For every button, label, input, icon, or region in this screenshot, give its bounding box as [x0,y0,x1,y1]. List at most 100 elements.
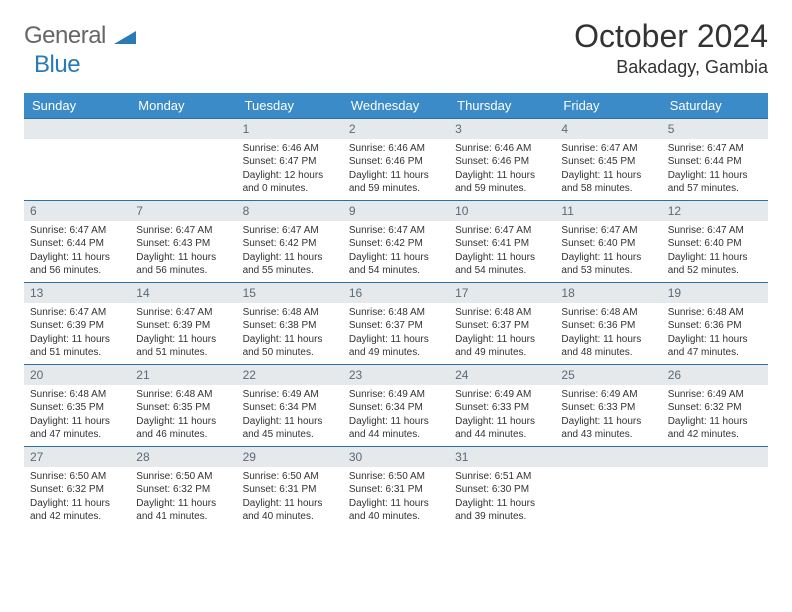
logo: General Blue [24,22,136,79]
day-line: Daylight: 11 hours [561,251,655,265]
day-line: and 50 minutes. [243,346,337,360]
day-content: Sunrise: 6:47 AMSunset: 6:40 PMDaylight:… [662,221,768,281]
day-line: Sunset: 6:37 PM [349,319,443,333]
day-number: 23 [343,365,449,385]
day-header: Tuesday [237,93,343,119]
day-line: and 46 minutes. [136,428,230,442]
day-number [130,119,236,139]
day-line: and 49 minutes. [455,346,549,360]
day-header: Wednesday [343,93,449,119]
calendar-cell: 11Sunrise: 6:47 AMSunset: 6:40 PMDayligh… [555,200,661,282]
day-line: Sunrise: 6:47 AM [136,224,230,238]
calendar-cell [24,118,130,200]
day-line: and 42 minutes. [30,510,124,524]
day-line: Daylight: 11 hours [136,251,230,265]
day-number: 19 [662,283,768,303]
day-line: Sunrise: 6:50 AM [30,470,124,484]
day-line: Sunset: 6:32 PM [668,401,762,415]
day-line: Daylight: 11 hours [668,415,762,429]
day-line: Sunset: 6:36 PM [668,319,762,333]
day-line: Sunset: 6:35 PM [136,401,230,415]
day-line: and 44 minutes. [349,428,443,442]
calendar-cell: 30Sunrise: 6:50 AMSunset: 6:31 PMDayligh… [343,446,449,528]
day-header-row: Sunday Monday Tuesday Wednesday Thursday… [24,93,768,119]
day-content: Sunrise: 6:47 AMSunset: 6:45 PMDaylight:… [555,139,661,199]
day-line: Sunrise: 6:48 AM [455,306,549,320]
day-content [555,467,661,473]
calendar-row: 6Sunrise: 6:47 AMSunset: 6:44 PMDaylight… [24,200,768,282]
day-line: Sunrise: 6:46 AM [243,142,337,156]
day-line: Sunset: 6:47 PM [243,155,337,169]
day-line: Sunrise: 6:47 AM [243,224,337,238]
day-line: Sunset: 6:43 PM [136,237,230,251]
day-line: Sunrise: 6:49 AM [668,388,762,402]
title-block: October 2024 Bakadagy, Gambia [574,18,768,78]
day-line: and 43 minutes. [561,428,655,442]
day-line: Sunrise: 6:47 AM [349,224,443,238]
day-line: Sunrise: 6:49 AM [243,388,337,402]
day-line: Sunrise: 6:48 AM [561,306,655,320]
day-line: Sunset: 6:31 PM [349,483,443,497]
day-line: Sunrise: 6:47 AM [30,224,124,238]
day-line: Sunrise: 6:47 AM [30,306,124,320]
calendar-cell: 29Sunrise: 6:50 AMSunset: 6:31 PMDayligh… [237,446,343,528]
day-number: 14 [130,283,236,303]
day-line: Sunrise: 6:48 AM [30,388,124,402]
day-line: Daylight: 11 hours [455,497,549,511]
day-line: and 53 minutes. [561,264,655,278]
day-line: Sunrise: 6:46 AM [349,142,443,156]
day-number: 29 [237,447,343,467]
day-content: Sunrise: 6:47 AMSunset: 6:42 PMDaylight:… [237,221,343,281]
calendar-cell [130,118,236,200]
day-line: and 58 minutes. [561,182,655,196]
calendar-cell: 27Sunrise: 6:50 AMSunset: 6:32 PMDayligh… [24,446,130,528]
day-line: Daylight: 11 hours [455,415,549,429]
day-line: and 54 minutes. [455,264,549,278]
calendar-cell [555,446,661,528]
calendar-cell: 13Sunrise: 6:47 AMSunset: 6:39 PMDayligh… [24,282,130,364]
day-line: Sunset: 6:39 PM [136,319,230,333]
day-line: Sunset: 6:34 PM [243,401,337,415]
day-line: and 55 minutes. [243,264,337,278]
day-line: Daylight: 11 hours [668,333,762,347]
day-line: Sunset: 6:45 PM [561,155,655,169]
day-line: Sunset: 6:35 PM [30,401,124,415]
calendar-cell: 24Sunrise: 6:49 AMSunset: 6:33 PMDayligh… [449,364,555,446]
day-header: Friday [555,93,661,119]
day-number: 3 [449,119,555,139]
day-line: Sunrise: 6:49 AM [561,388,655,402]
calendar-cell: 16Sunrise: 6:48 AMSunset: 6:37 PMDayligh… [343,282,449,364]
day-content: Sunrise: 6:47 AMSunset: 6:42 PMDaylight:… [343,221,449,281]
day-number: 22 [237,365,343,385]
day-line: Sunset: 6:42 PM [349,237,443,251]
logo-blue: Blue [34,51,80,78]
day-number [662,447,768,467]
day-number: 2 [343,119,449,139]
calendar-row: 20Sunrise: 6:48 AMSunset: 6:35 PMDayligh… [24,364,768,446]
month-title: October 2024 [574,18,768,55]
day-line: Daylight: 11 hours [136,497,230,511]
day-line: and 51 minutes. [136,346,230,360]
calendar-cell: 3Sunrise: 6:46 AMSunset: 6:46 PMDaylight… [449,118,555,200]
day-line: and 44 minutes. [455,428,549,442]
day-line: Sunset: 6:31 PM [243,483,337,497]
calendar-cell: 12Sunrise: 6:47 AMSunset: 6:40 PMDayligh… [662,200,768,282]
day-content: Sunrise: 6:46 AMSunset: 6:47 PMDaylight:… [237,139,343,199]
day-number: 16 [343,283,449,303]
day-content [130,139,236,145]
calendar-cell: 10Sunrise: 6:47 AMSunset: 6:41 PMDayligh… [449,200,555,282]
logo-triangle-icon [114,23,136,51]
day-header: Sunday [24,93,130,119]
location: Bakadagy, Gambia [574,57,768,78]
calendar-cell: 7Sunrise: 6:47 AMSunset: 6:43 PMDaylight… [130,200,236,282]
day-line: and 40 minutes. [243,510,337,524]
day-content: Sunrise: 6:49 AMSunset: 6:33 PMDaylight:… [555,385,661,445]
day-header: Thursday [449,93,555,119]
day-line: and 45 minutes. [243,428,337,442]
day-line: Daylight: 11 hours [349,169,443,183]
day-line: Sunrise: 6:50 AM [243,470,337,484]
day-line: Sunset: 6:32 PM [136,483,230,497]
day-line: and 51 minutes. [30,346,124,360]
day-content: Sunrise: 6:46 AMSunset: 6:46 PMDaylight:… [449,139,555,199]
day-content: Sunrise: 6:50 AMSunset: 6:32 PMDaylight:… [24,467,130,527]
